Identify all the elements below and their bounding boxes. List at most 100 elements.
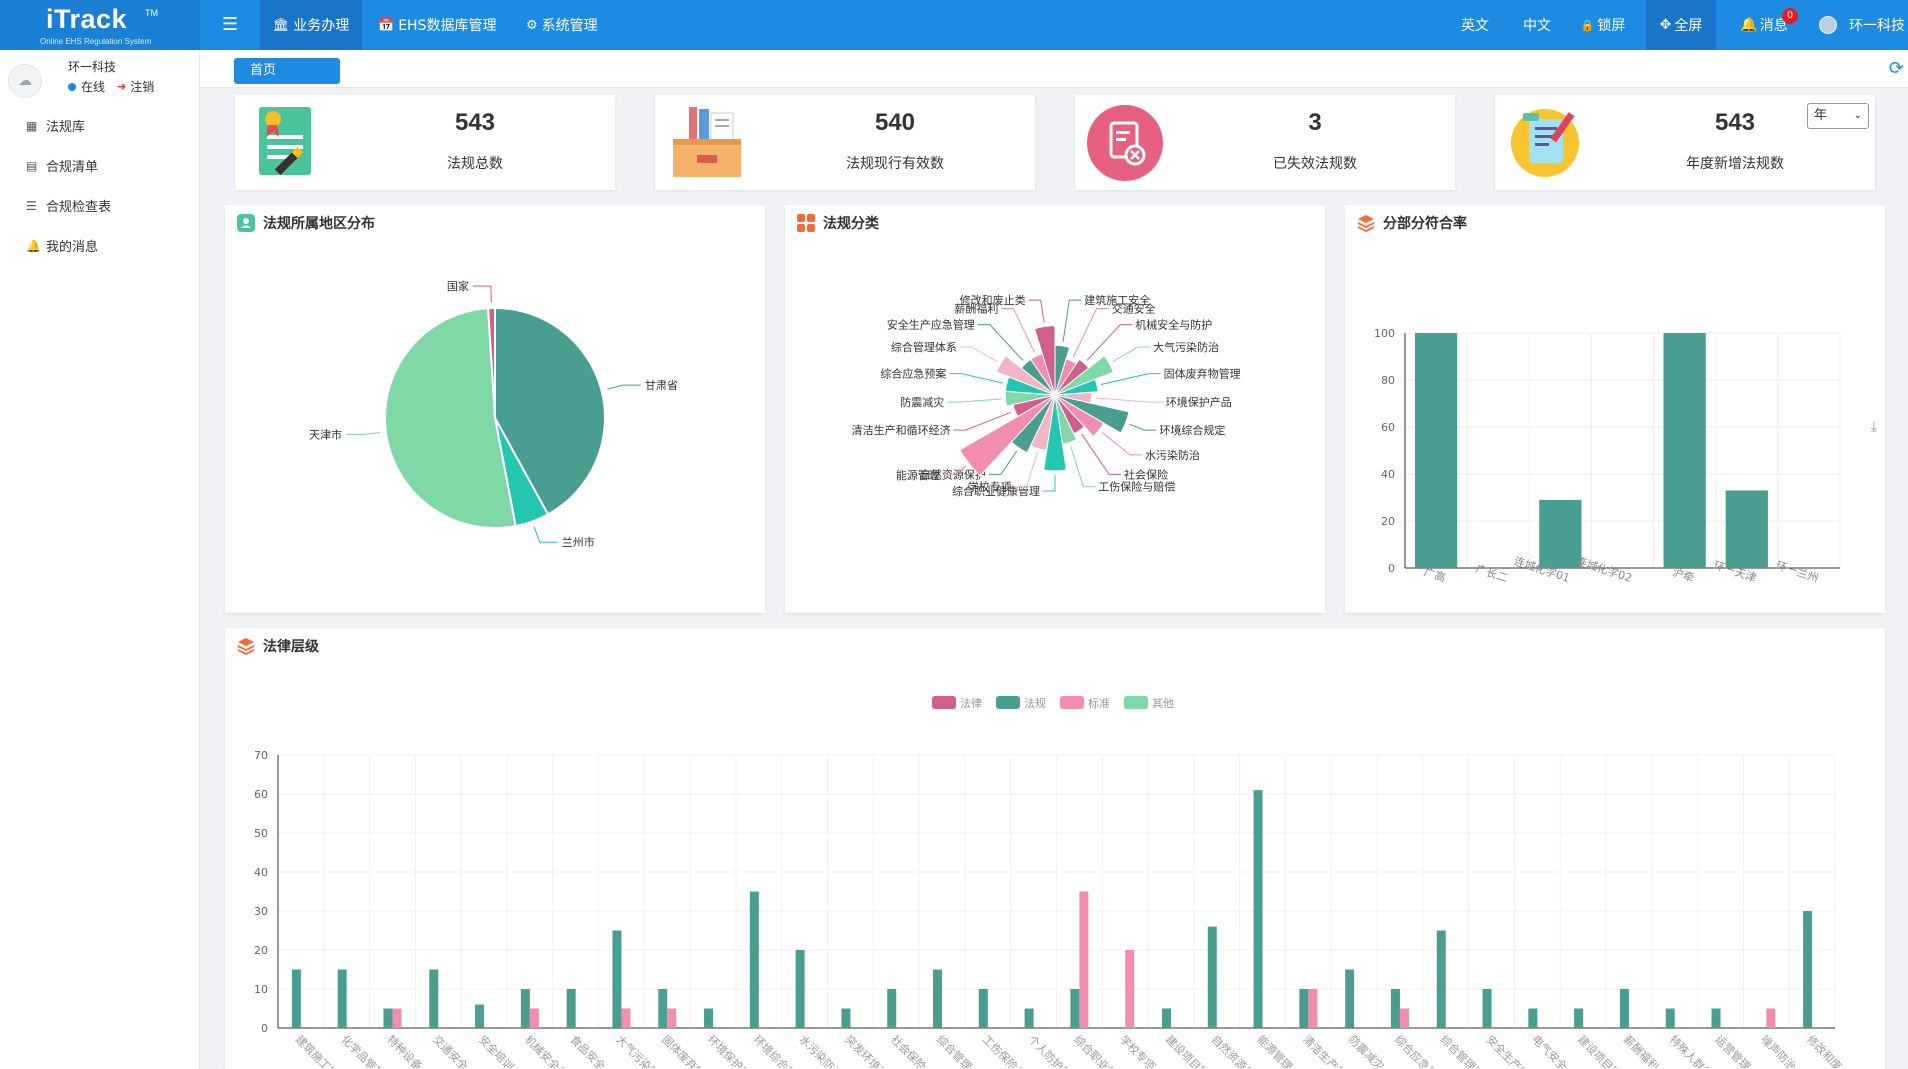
x-tick-label: 运营管理 xyxy=(1712,1032,1753,1068)
rose-leader-line xyxy=(1070,446,1096,488)
pie-leader-line xyxy=(607,384,641,390)
sidebar-item-compliance-checklist[interactable]: ☰ 合规检查表 xyxy=(26,196,111,216)
sidebar-user-status: 在线 ➜ 注销 xyxy=(68,78,154,95)
bar xyxy=(612,930,622,1028)
download-icon[interactable]: ⤓ xyxy=(1870,419,1877,435)
bar xyxy=(749,891,759,1028)
stat-card-valid: 540 法规现行有效数 xyxy=(655,95,1035,190)
bar xyxy=(1803,911,1813,1028)
bar xyxy=(933,969,943,1028)
y-tick-label: 80 xyxy=(1381,374,1395,387)
compliance-panel-title: 分部分符合率 xyxy=(1383,216,1467,232)
logout-link[interactable]: 注销 xyxy=(130,80,155,94)
lock-screen-label: 锁屏 xyxy=(1597,18,1626,34)
lang-chinese[interactable]: 中文 xyxy=(1512,0,1562,50)
rose-label: 大气污染防治 xyxy=(1153,340,1219,354)
legend-label: 其他 xyxy=(1152,697,1174,710)
tab-home[interactable]: 首页 xyxy=(234,58,340,84)
bar xyxy=(1299,989,1309,1028)
monitor-icon: ▤ xyxy=(26,158,38,173)
stat-card-new: 543 年度新增法规数 年 ⌄ xyxy=(1495,95,1875,190)
x-tick-label: 学校专项 xyxy=(1117,1032,1158,1068)
legend-label: 标准 xyxy=(1088,696,1110,710)
bar xyxy=(887,989,897,1028)
bar xyxy=(1070,989,1080,1028)
pie-label: 兰州市 xyxy=(562,535,595,549)
x-tick-label: 薪酬福利 xyxy=(1621,1032,1662,1068)
rose-label: 修改和废止类 xyxy=(960,293,1026,307)
rose-leader-line xyxy=(949,373,1003,384)
lang-chinese-label: 中文 xyxy=(1523,18,1551,34)
rose-leader-line xyxy=(977,324,1024,361)
logout-icon: ➜ xyxy=(117,80,127,93)
user-menu[interactable]: 环一科技 xyxy=(1816,0,1908,50)
grid-icon xyxy=(797,214,815,232)
pie-leader-line xyxy=(472,285,492,303)
new-document-icon xyxy=(1511,109,1579,177)
rose-slice xyxy=(1054,355,1115,396)
rose-label: 学校专项 xyxy=(968,480,1012,494)
bar xyxy=(1390,989,1400,1028)
rose-slice xyxy=(1054,394,1130,434)
stat-card-expired: 3 已失效法规数 xyxy=(1075,95,1455,190)
lock-screen-button[interactable]: 🔒 锁屏 xyxy=(1572,0,1634,50)
sidebar-item-label: 我的消息 xyxy=(46,240,99,255)
rose-leader-line xyxy=(1043,474,1056,492)
stat-label: 法规总数 xyxy=(447,156,503,172)
nav-business[interactable]: 🏛 业务办理 xyxy=(260,0,362,50)
pie-leader-line xyxy=(533,526,558,543)
rose-label: 能源管理 xyxy=(896,468,940,482)
chevron-down-icon: ⌄ xyxy=(1853,110,1862,121)
rose-label: 环境保护产品 xyxy=(1166,395,1232,409)
rose-label: 综合职业健康管理 xyxy=(952,484,1040,498)
rose-slice xyxy=(1033,325,1056,396)
pie-label: 甘肃省 xyxy=(645,379,678,392)
nav-ehs-database-label: EHS数据库管理 xyxy=(398,18,497,34)
refresh-icon[interactable]: ⟳ xyxy=(1888,58,1904,79)
rose-leader-line xyxy=(959,346,998,363)
nav-ehs-database[interactable]: 📅 EHS数据库管理 xyxy=(378,0,496,50)
app-logo[interactable]: iTrack TM Online EHS Regulation System xyxy=(0,0,200,50)
y-tick-label: 40 xyxy=(254,866,268,879)
panel-title: 分部分符合率 xyxy=(1357,213,1467,233)
y-tick-label: 100 xyxy=(1374,327,1395,340)
bar xyxy=(291,969,301,1028)
rose-leader-line xyxy=(1028,299,1045,323)
top-navbar: iTrack TM Online EHS Regulation System ☰… xyxy=(0,0,1908,50)
x-tick-label: 大气污染防治 xyxy=(613,1032,670,1068)
bar xyxy=(1414,333,1458,568)
category-panel-title: 法规分类 xyxy=(823,216,879,232)
x-tick-label: 交通安全 xyxy=(430,1032,471,1068)
x-tick-label: 综合管理 xyxy=(934,1032,975,1068)
x-tick-label: 个人防护用品 xyxy=(1025,1032,1082,1068)
stat-value: 540 xyxy=(874,109,916,136)
rose-leader-line xyxy=(1101,432,1143,456)
bar xyxy=(1125,950,1135,1028)
nav-system[interactable]: ⚙ 系统管理 xyxy=(526,0,598,50)
sidebar-item-label: 法规库 xyxy=(46,120,86,135)
bar xyxy=(1436,930,1446,1028)
lang-english[interactable]: 英文 xyxy=(1450,0,1500,50)
bar xyxy=(1161,1008,1171,1028)
fullscreen-button[interactable]: ✥ 全屏 xyxy=(1646,0,1716,50)
x-tick-label: 化学品管理 xyxy=(339,1032,388,1068)
bar xyxy=(667,1008,677,1028)
x-tick-label: 连城化学02 xyxy=(1574,554,1633,585)
x-tick-label: 特殊人群保护 xyxy=(1667,1032,1724,1068)
messages-button[interactable]: 🔔 消息 0 xyxy=(1726,0,1802,50)
region-panel-title: 法规所属地区分布 xyxy=(263,216,375,232)
bar xyxy=(392,1008,402,1028)
rose-leader-line xyxy=(1129,423,1157,431)
y-tick-label: 50 xyxy=(254,827,268,840)
list-icon: ☰ xyxy=(26,198,37,213)
rose-leader-line xyxy=(1001,308,1036,353)
stat-label: 法规现行有效数 xyxy=(846,156,944,172)
user-avatar xyxy=(1819,16,1837,34)
year-select[interactable]: 年 ⌄ xyxy=(1807,103,1869,129)
hierarchy-panel-title: 法律层级 xyxy=(263,639,319,655)
sidebar-item-my-messages[interactable]: 🔔 我的消息 xyxy=(26,236,99,256)
menu-toggle-icon[interactable]: ☰ xyxy=(222,14,239,35)
sidebar-item-compliance-list[interactable]: ▤ 合规清单 xyxy=(26,156,98,176)
sidebar-item-regulation-library[interactable]: ▦ 法规库 xyxy=(26,116,86,136)
